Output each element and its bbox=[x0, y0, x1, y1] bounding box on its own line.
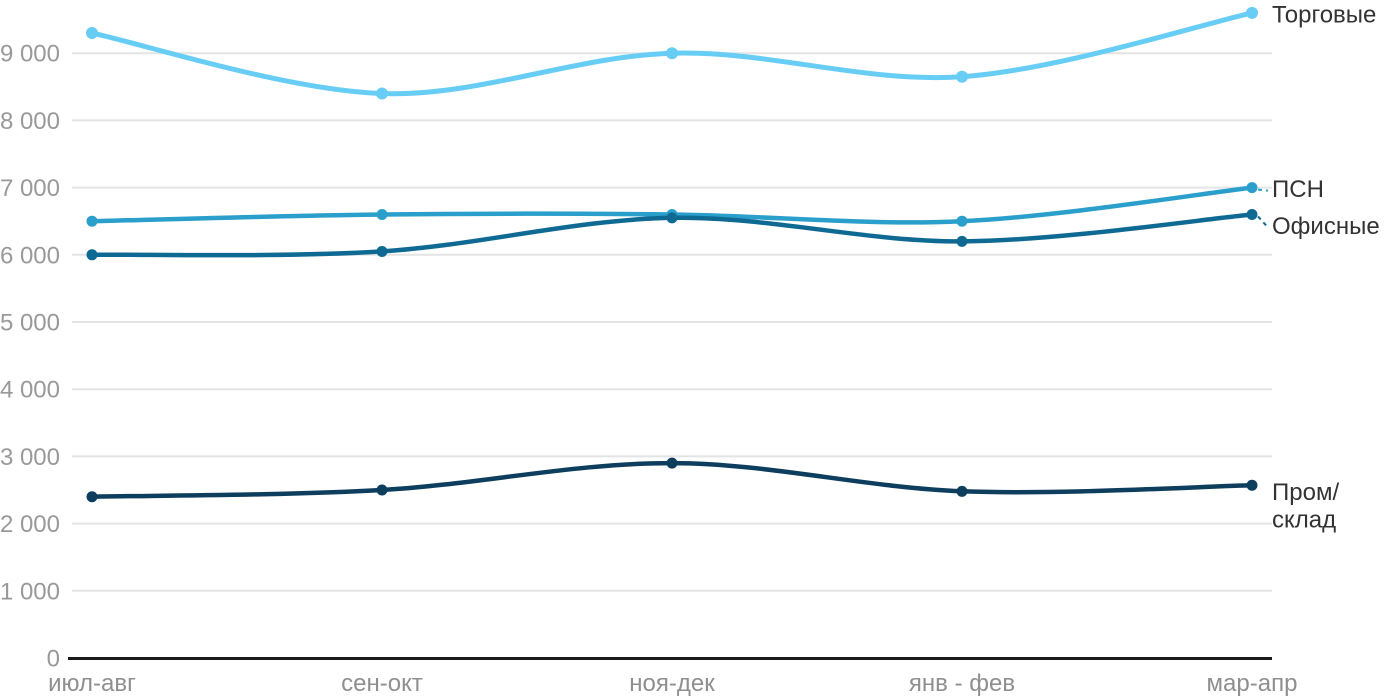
data-point-office-4 bbox=[1246, 208, 1258, 220]
x-axis-category-label: мар-апр bbox=[1207, 670, 1298, 697]
data-point-office-3 bbox=[956, 235, 968, 247]
y-axis-tick-label: 9 000 bbox=[0, 41, 60, 68]
series-label-trade: Торговые bbox=[1272, 1, 1376, 28]
y-axis-tick-label: 4 000 bbox=[0, 377, 60, 404]
x-axis-category-label: июл-авг bbox=[48, 670, 136, 697]
y-axis-tick-label: 8 000 bbox=[0, 108, 60, 135]
data-point-psn-1 bbox=[376, 208, 388, 220]
data-point-trade-1 bbox=[376, 87, 388, 100]
data-point-office-1 bbox=[376, 245, 388, 257]
y-axis-tick-label: 1 000 bbox=[0, 578, 60, 605]
y-axis-tick-label: 3 000 bbox=[0, 444, 60, 471]
x-axis-category-label: янв - фев bbox=[909, 670, 1015, 697]
series-label-office: Офисные bbox=[1272, 213, 1380, 240]
data-point-office-0 bbox=[86, 249, 98, 261]
data-point-industrial-4 bbox=[1246, 479, 1258, 491]
y-axis-tick-label: 7 000 bbox=[0, 175, 60, 202]
data-point-psn-0 bbox=[86, 215, 98, 227]
series-label-psn: ПСН bbox=[1272, 176, 1324, 203]
series-label-industrial: Пром/склад bbox=[1272, 479, 1339, 534]
data-point-trade-3 bbox=[956, 70, 968, 83]
series-label-line: Пром/ bbox=[1272, 479, 1339, 506]
y-axis-tick-label: 6 000 bbox=[0, 242, 60, 269]
series-label-line: склад bbox=[1272, 506, 1336, 533]
y-axis-tick-label: 5 000 bbox=[0, 310, 60, 337]
x-axis-category-label: ноя-дек bbox=[629, 670, 715, 697]
data-point-psn-3 bbox=[956, 215, 968, 227]
data-point-trade-0 bbox=[86, 27, 98, 40]
data-point-office-2 bbox=[666, 212, 678, 224]
y-axis-tick-label: 2 000 bbox=[0, 511, 60, 538]
leader-line-office bbox=[1257, 215, 1269, 229]
series-label-line: Торговые bbox=[1272, 1, 1376, 28]
data-point-industrial-3 bbox=[956, 485, 968, 497]
series-label-line: ПСН bbox=[1272, 176, 1324, 203]
data-point-industrial-2 bbox=[666, 457, 678, 469]
data-point-trade-2 bbox=[666, 47, 678, 60]
y-axis-tick-label: 0 bbox=[47, 646, 60, 673]
series-label-line: Офисные bbox=[1272, 213, 1380, 240]
data-point-industrial-1 bbox=[376, 484, 388, 496]
x-axis-category-label: сен-окт bbox=[341, 670, 423, 697]
data-point-trade-4 bbox=[1246, 6, 1258, 19]
data-point-psn-4 bbox=[1246, 182, 1258, 194]
leader-line-psn bbox=[1257, 188, 1269, 192]
data-point-industrial-0 bbox=[86, 491, 98, 503]
